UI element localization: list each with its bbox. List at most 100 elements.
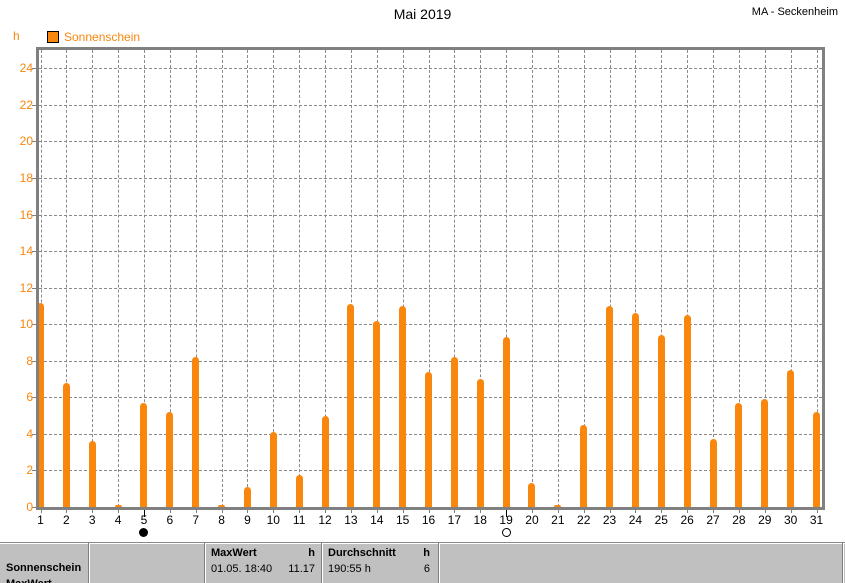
x-tick-label: 2	[63, 513, 70, 527]
statusbar-cell-sensor: Sonnenschein MaxWert	[6, 543, 86, 583]
bar-day-22	[580, 424, 588, 507]
y-tick-label: 4	[26, 426, 33, 441]
v-gridline	[402, 50, 404, 507]
x-tick-label: 22	[577, 513, 591, 527]
x-axis-tick	[273, 510, 275, 513]
bar-day-7	[192, 357, 200, 507]
bar-day-1	[39, 302, 44, 507]
bar-day-6	[166, 411, 174, 507]
bar-day-4	[114, 505, 122, 507]
v-gridline	[350, 50, 352, 507]
bar-day-13	[347, 304, 355, 507]
x-axis-tick	[583, 510, 585, 513]
x-axis-tick	[40, 510, 42, 513]
statusbar-divider	[438, 543, 440, 583]
y-tick-label: 18	[19, 170, 33, 185]
station-label: MA - Seckenheim	[751, 6, 838, 18]
x-tick-label: 1	[37, 513, 44, 527]
x-tick-label: 20	[525, 513, 539, 527]
y-axis-tick	[32, 470, 40, 472]
legend: Sonnenschein	[47, 30, 140, 44]
bar-day-3	[88, 441, 96, 507]
bar-day-21	[554, 505, 562, 507]
x-axis-tick	[221, 510, 223, 513]
bar-day-19	[502, 336, 510, 507]
plot-area[interactable]	[36, 47, 825, 510]
y-axis-tick	[32, 177, 40, 179]
v-gridline	[66, 50, 68, 507]
x-tick-label: 9	[244, 513, 251, 527]
status-bar: Sonnenschein MaxWert MaxWert h 01.05. 18…	[0, 542, 845, 583]
x-tick-label: 6	[166, 513, 174, 527]
bar-day-31	[813, 411, 820, 507]
x-tick-label: 4	[114, 513, 122, 527]
bar-day-14	[373, 320, 381, 507]
y-axis-tick	[32, 287, 40, 289]
h-gridline	[39, 68, 822, 70]
page-title: Mai 2019	[393, 6, 452, 22]
bar-day-23	[606, 305, 614, 507]
v-gridline	[221, 50, 223, 507]
y-axis-tick	[32, 141, 40, 143]
new-moon-icon	[139, 528, 149, 537]
x-axis-tick	[635, 510, 637, 513]
h-gridline	[39, 141, 822, 143]
x-axis-tick	[480, 510, 482, 513]
statusbar-cell-durchschnitt: Durchschnitt h 190:55 h 6	[328, 543, 430, 583]
x-axis-tick	[687, 510, 689, 513]
h-gridline	[39, 324, 822, 326]
y-axis-tick	[32, 397, 40, 399]
h-gridline	[39, 214, 822, 216]
bar-day-26	[683, 315, 691, 507]
x-axis-tick	[661, 510, 663, 513]
x-tick-label: 24	[628, 513, 643, 527]
x-tick-label: 8	[218, 513, 225, 527]
v-gridline	[713, 50, 715, 507]
legend-label: Sonnenschein	[64, 30, 141, 44]
x-axis-tick	[143, 510, 145, 517]
bar-day-5	[140, 402, 148, 507]
x-axis-tick	[790, 510, 792, 513]
legend-swatch-icon	[47, 31, 59, 43]
v-gridline	[40, 50, 42, 507]
v-gridline	[583, 50, 585, 507]
v-gridline	[557, 50, 559, 507]
h-gridline	[39, 104, 822, 106]
v-gridline	[635, 50, 637, 507]
bar-day-9	[243, 486, 251, 507]
y-tick-label: 24	[19, 61, 33, 76]
clipped-row-label: MaxWert	[6, 578, 52, 583]
bar-day-30	[787, 369, 795, 507]
x-tick-label: 21	[551, 513, 565, 527]
x-axis-tick	[454, 510, 456, 513]
x-axis-tick	[195, 510, 197, 513]
y-tick-label: 8	[26, 353, 33, 368]
y-tick-label: 22	[19, 97, 33, 112]
v-gridline	[376, 50, 378, 507]
y-axis-tick	[32, 251, 40, 253]
x-tick-label: 25	[654, 513, 668, 527]
x-axis-tick	[557, 510, 559, 513]
x-axis-tick	[531, 510, 533, 513]
x-tick-label: 3	[88, 513, 96, 527]
y-axis-tick	[32, 104, 40, 106]
x-axis-tick	[713, 510, 715, 513]
x-tick-label: 29	[758, 513, 772, 527]
y-tick-label: 20	[19, 134, 33, 149]
v-gridline	[92, 50, 94, 507]
v-gridline	[118, 50, 120, 507]
x-tick-label: 27	[706, 513, 720, 527]
bar-day-27	[709, 439, 717, 507]
x-axis-tick	[247, 510, 249, 513]
y-tick-label: 12	[19, 280, 33, 295]
durchschnitt-value: 6	[423, 563, 430, 575]
x-tick-label: 14	[370, 513, 384, 527]
v-gridline	[609, 50, 611, 507]
v-gridline	[454, 50, 456, 507]
h-gridline	[39, 360, 822, 362]
y-axis-tick	[32, 68, 40, 70]
x-tick-label: 16	[421, 513, 436, 527]
bar-day-11	[295, 475, 303, 507]
y-tick-label: 0	[26, 500, 33, 514]
